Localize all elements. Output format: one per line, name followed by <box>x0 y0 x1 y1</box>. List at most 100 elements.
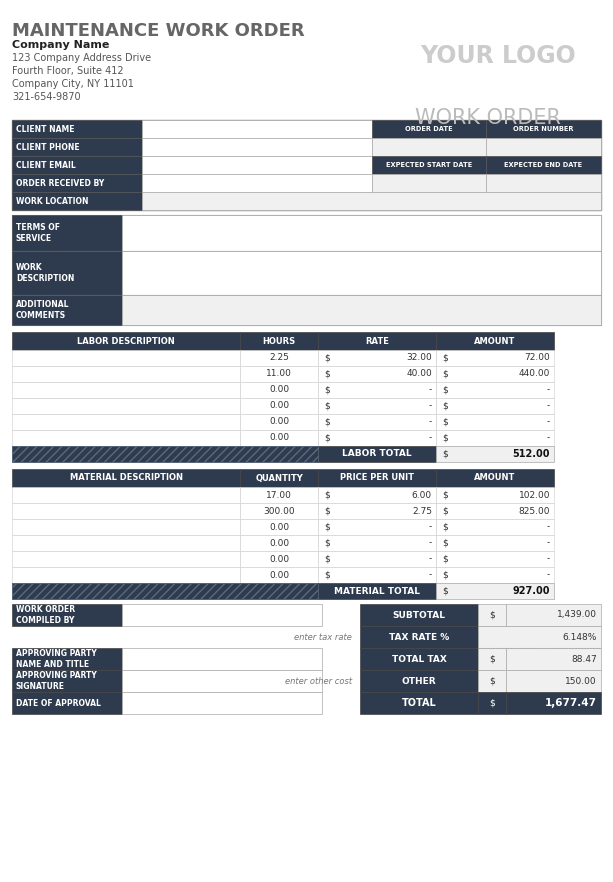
Text: 72.00: 72.00 <box>524 354 550 363</box>
Text: WORK ORDER
COMPILED BY: WORK ORDER COMPILED BY <box>16 605 75 624</box>
Bar <box>12 469 240 487</box>
Text: $: $ <box>324 433 330 443</box>
Bar <box>122 692 322 714</box>
Text: 1,677.47: 1,677.47 <box>545 698 597 708</box>
Bar <box>436 366 554 382</box>
Bar <box>12 648 122 670</box>
Bar <box>142 156 372 174</box>
Text: 2.25: 2.25 <box>269 354 289 363</box>
Text: $: $ <box>442 417 447 427</box>
Bar <box>372 120 486 138</box>
Text: 0.00: 0.00 <box>269 417 289 427</box>
Bar <box>12 192 142 210</box>
Text: WORK LOCATION: WORK LOCATION <box>16 197 88 206</box>
Bar <box>142 174 372 192</box>
Text: EXPECTED START DATE: EXPECTED START DATE <box>386 162 472 168</box>
Bar <box>12 535 240 551</box>
Text: $: $ <box>442 370 447 378</box>
Text: LABOR DESCRIPTION: LABOR DESCRIPTION <box>77 337 175 346</box>
Bar <box>122 251 601 295</box>
Text: $: $ <box>442 571 447 579</box>
Text: Company City, NY 11101: Company City, NY 11101 <box>12 79 134 89</box>
Bar <box>506 692 601 714</box>
Bar <box>436 382 554 398</box>
Text: 123 Company Address Drive: 123 Company Address Drive <box>12 53 151 63</box>
Bar <box>318 519 436 535</box>
Text: SUBTOTAL: SUBTOTAL <box>392 610 446 619</box>
Text: $: $ <box>489 676 495 685</box>
Text: $: $ <box>324 506 330 515</box>
Bar <box>478 692 506 714</box>
Bar <box>240 469 318 487</box>
Bar <box>12 120 142 138</box>
Bar <box>436 350 554 366</box>
Bar <box>478 604 506 626</box>
Bar <box>360 670 478 692</box>
Text: $: $ <box>442 506 447 515</box>
Bar <box>12 295 601 325</box>
Bar <box>12 366 240 382</box>
Bar <box>12 446 318 462</box>
Bar <box>12 251 601 295</box>
Bar <box>240 398 318 414</box>
Text: $: $ <box>324 539 330 548</box>
Bar <box>12 519 240 535</box>
Text: QUANTITY: QUANTITY <box>255 474 303 482</box>
Text: 825.00: 825.00 <box>519 506 550 515</box>
Bar <box>318 366 436 382</box>
Bar <box>436 414 554 430</box>
Bar <box>240 332 318 350</box>
Text: 150.00: 150.00 <box>565 676 597 685</box>
Text: HOURS: HOURS <box>262 337 295 346</box>
Text: MAINTENANCE WORK ORDER: MAINTENANCE WORK ORDER <box>12 22 305 40</box>
Text: -: - <box>428 433 432 443</box>
Text: MATERIAL TOTAL: MATERIAL TOTAL <box>334 587 420 595</box>
Bar <box>478 670 506 692</box>
Bar <box>436 487 554 503</box>
Text: 0.00: 0.00 <box>269 385 289 394</box>
Text: $: $ <box>442 587 447 595</box>
Bar <box>318 487 436 503</box>
Text: Company Name: Company Name <box>12 40 109 50</box>
Bar <box>12 583 318 599</box>
Bar <box>486 174 601 192</box>
Text: $: $ <box>324 555 330 564</box>
Text: -: - <box>547 401 550 410</box>
Bar <box>436 503 554 519</box>
Text: $: $ <box>324 354 330 363</box>
Bar <box>240 382 318 398</box>
Text: LABOR TOTAL: LABOR TOTAL <box>342 450 412 459</box>
Text: -: - <box>547 539 550 548</box>
Text: RATE: RATE <box>365 337 389 346</box>
Text: -: - <box>428 385 432 394</box>
Bar <box>486 120 601 138</box>
Bar <box>318 414 436 430</box>
Bar <box>436 398 554 414</box>
Text: ADDITIONAL
COMMENTS: ADDITIONAL COMMENTS <box>16 300 69 319</box>
Text: ORDER DATE: ORDER DATE <box>405 126 453 132</box>
Bar <box>318 382 436 398</box>
Text: PRICE PER UNIT: PRICE PER UNIT <box>340 474 414 482</box>
Bar <box>240 414 318 430</box>
Text: EXPECTED END DATE: EXPECTED END DATE <box>504 162 582 168</box>
Bar <box>12 567 240 583</box>
Bar <box>318 446 436 462</box>
Text: 0.00: 0.00 <box>269 433 289 443</box>
Bar <box>12 251 122 295</box>
Text: CLIENT PHONE: CLIENT PHONE <box>16 143 80 152</box>
Text: -: - <box>428 571 432 579</box>
Bar <box>122 670 322 692</box>
Text: -: - <box>428 417 432 427</box>
Text: 1,439.00: 1,439.00 <box>557 610 597 619</box>
Text: 102.00: 102.00 <box>519 490 550 499</box>
Text: CLIENT EMAIL: CLIENT EMAIL <box>16 161 76 169</box>
Bar <box>240 551 318 567</box>
Bar <box>12 156 142 174</box>
Text: WORK
DESCRIPTION: WORK DESCRIPTION <box>16 264 74 283</box>
Bar <box>240 487 318 503</box>
Bar <box>240 503 318 519</box>
Text: 0.00: 0.00 <box>269 522 289 532</box>
Bar <box>318 583 436 599</box>
Bar <box>12 350 240 366</box>
Text: 0.00: 0.00 <box>269 571 289 579</box>
